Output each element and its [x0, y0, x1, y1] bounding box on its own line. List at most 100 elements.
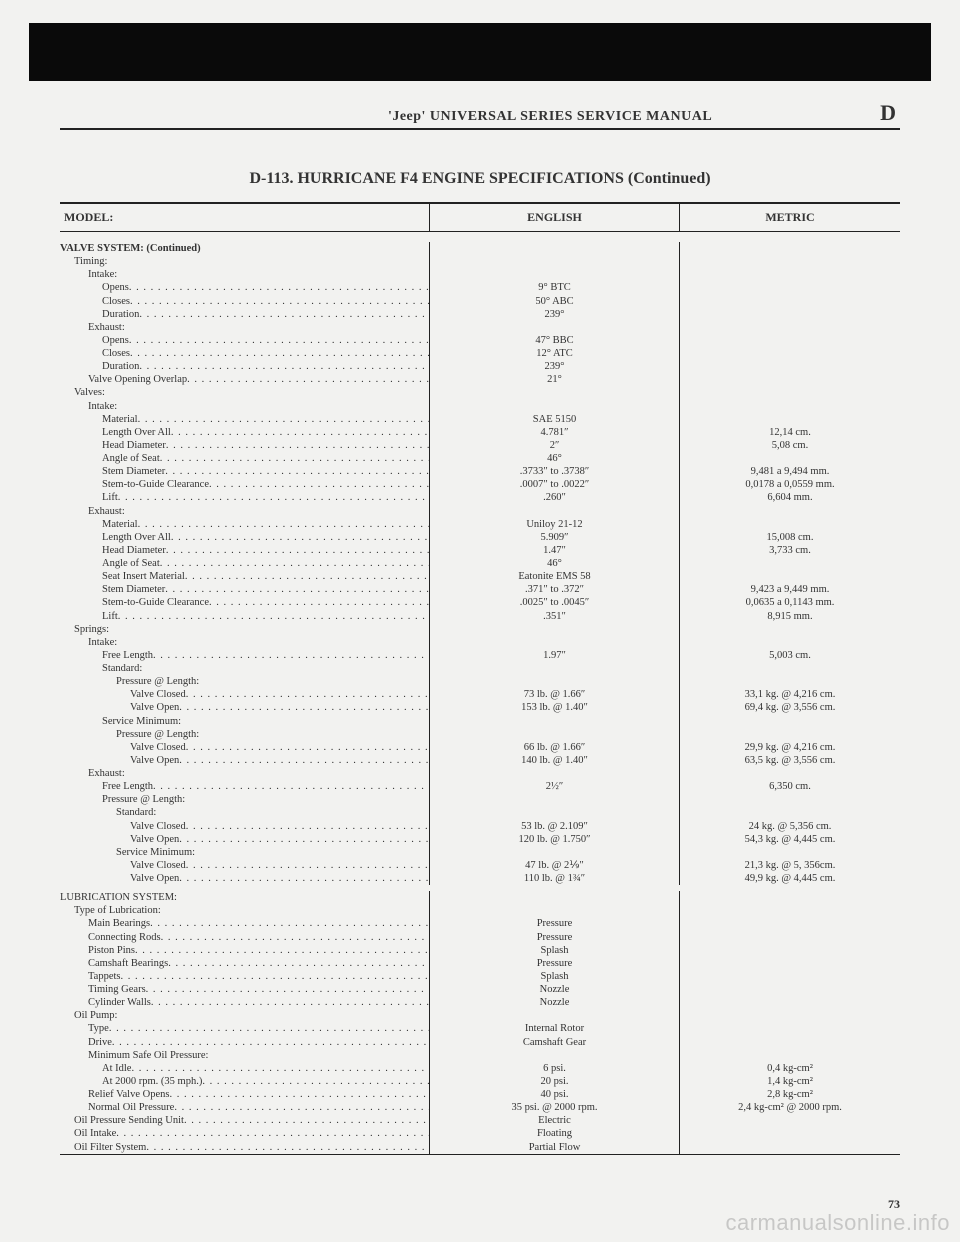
spec-metric	[680, 242, 900, 255]
table-row: TappetsSplash	[60, 970, 900, 983]
spec-metric: 54,3 kg. @ 4,445 cm.	[680, 833, 900, 846]
table-row: Timing GearsNozzle	[60, 983, 900, 996]
spec-metric: 33,1 kg. @ 4,216 cm.	[680, 688, 900, 701]
spec-metric: 1,4 kg-cm²	[680, 1075, 900, 1088]
spec-english: 21°	[430, 373, 680, 386]
table-row: Valve Open110 lb. @ 1¾″49,9 kg. @ 4,445 …	[60, 872, 900, 885]
spec-label: Valve Opening Overlap	[60, 373, 430, 386]
spec-english: 47° BBC	[430, 334, 680, 347]
spec-english: 120 lb. @ 1.750″	[430, 833, 680, 846]
table-body: VALVE SYSTEM: (Continued)Timing:Intake:O…	[60, 232, 900, 1154]
spec-metric: 9,423 a 9,449 mm.	[680, 583, 900, 596]
spec-english: .351″	[430, 610, 680, 623]
spec-metric	[680, 931, 900, 944]
spec-english: 12° ATC	[430, 347, 680, 360]
spec-metric	[680, 452, 900, 465]
spec-label: Angle of Seat	[60, 452, 430, 465]
table-row: Normal Oil Pressure35 psi. @ 2000 rpm.2,…	[60, 1101, 900, 1114]
spec-label: Duration	[60, 360, 430, 373]
spec-metric	[680, 767, 900, 780]
spec-english: 140 lb. @ 1.40″	[430, 754, 680, 767]
spec-label: Valve Open	[60, 701, 430, 714]
spec-english	[430, 793, 680, 806]
spec-label: Valve Open	[60, 872, 430, 885]
spec-english	[430, 662, 680, 675]
spec-label: Type of Lubrication:	[60, 904, 430, 917]
spec-metric	[680, 413, 900, 426]
spec-metric: 69,4 kg. @ 3,556 cm.	[680, 701, 900, 714]
spec-label: Minimum Safe Oil Pressure:	[60, 1049, 430, 1062]
spec-label: Free Length	[60, 649, 430, 662]
table-row: VALVE SYSTEM: (Continued)	[60, 242, 900, 255]
spec-metric	[680, 662, 900, 675]
table-row: Intake:	[60, 268, 900, 281]
spec-label: Angle of Seat	[60, 557, 430, 570]
top-black-bar	[29, 23, 931, 81]
spec-english: 50° ABC	[430, 295, 680, 308]
table-row: Pressure @ Length:	[60, 728, 900, 741]
table-row: Relief Valve Opens40 psi.2,8 kg-cm²	[60, 1088, 900, 1101]
table-row: Piston PinsSplash	[60, 944, 900, 957]
table-row: Pressure @ Length:	[60, 675, 900, 688]
table-row: Exhaust:	[60, 321, 900, 334]
col-english: ENGLISH	[430, 204, 680, 231]
spec-label: Duration	[60, 308, 430, 321]
spec-english: 6 psi.	[430, 1062, 680, 1075]
spec-english: .0025″ to .0045″	[430, 596, 680, 609]
spec-label: Timing:	[60, 255, 430, 268]
spec-metric	[680, 1022, 900, 1035]
page-header: 'Jeep' UNIVERSAL SERIES SERVICE MANUAL D	[60, 100, 900, 130]
spec-label: Free Length	[60, 780, 430, 793]
spec-label: Timing Gears	[60, 983, 430, 996]
spec-label: Connecting Rods	[60, 931, 430, 944]
spec-metric	[680, 334, 900, 347]
spec-label: Relief Valve Opens	[60, 1088, 430, 1101]
col-model: MODEL:	[60, 204, 430, 231]
table-row: Minimum Safe Oil Pressure:	[60, 1049, 900, 1062]
spec-metric	[680, 1009, 900, 1022]
spec-metric	[680, 1049, 900, 1062]
table-row: Head Diameter1.47″3,733 cm.	[60, 544, 900, 557]
spec-label: Type	[60, 1022, 430, 1035]
spec-english	[430, 255, 680, 268]
spec-metric: 5,08 cm.	[680, 439, 900, 452]
table-row: Service Minimum:	[60, 715, 900, 728]
spec-english: 239°	[430, 308, 680, 321]
table-row: Closes12° ATC	[60, 347, 900, 360]
table-row: Lift.260″6,604 mm.	[60, 491, 900, 504]
spec-label: Opens	[60, 334, 430, 347]
table-row: Oil Pump:	[60, 1009, 900, 1022]
spec-metric	[680, 360, 900, 373]
spec-metric: 6,604 mm.	[680, 491, 900, 504]
spec-metric: 2,4 kg-cm² @ 2000 rpm.	[680, 1101, 900, 1114]
table-row: Springs:	[60, 623, 900, 636]
spec-english: Uniloy 21-12	[430, 518, 680, 531]
table-row: DriveCamshaft Gear	[60, 1036, 900, 1049]
spec-label: Springs:	[60, 623, 430, 636]
spec-label: Material	[60, 413, 430, 426]
spec-english: 73 lb. @ 1.66″	[430, 688, 680, 701]
spec-label: Exhaust:	[60, 767, 430, 780]
table-row: Camshaft BearingsPressure	[60, 957, 900, 970]
table-row: Lift.351″8,915 mm.	[60, 610, 900, 623]
table-row: Stem-to-Guide Clearance.0007″ to .0022″0…	[60, 478, 900, 491]
table-row: Timing:	[60, 255, 900, 268]
spec-label: Length Over All	[60, 531, 430, 544]
spec-metric	[680, 793, 900, 806]
spec-english	[430, 242, 680, 255]
spec-metric	[680, 308, 900, 321]
spec-metric	[680, 904, 900, 917]
spec-english: Floating	[430, 1127, 680, 1140]
spec-label: VALVE SYSTEM: (Continued)	[60, 242, 430, 255]
spec-english	[430, 386, 680, 399]
spec-label: Standard:	[60, 806, 430, 819]
section-title: D-113. HURRICANE F4 ENGINE SPECIFICATION…	[60, 170, 900, 188]
spec-label: Valve Closed	[60, 859, 430, 872]
spec-metric: 0,0635 a 0,1143 mm.	[680, 596, 900, 609]
spec-label: Pressure @ Length:	[60, 728, 430, 741]
spec-label: Intake:	[60, 400, 430, 413]
spec-label: Stem Diameter	[60, 465, 430, 478]
spec-english	[430, 891, 680, 904]
spec-metric	[680, 675, 900, 688]
table-row: Service Minimum:	[60, 846, 900, 859]
